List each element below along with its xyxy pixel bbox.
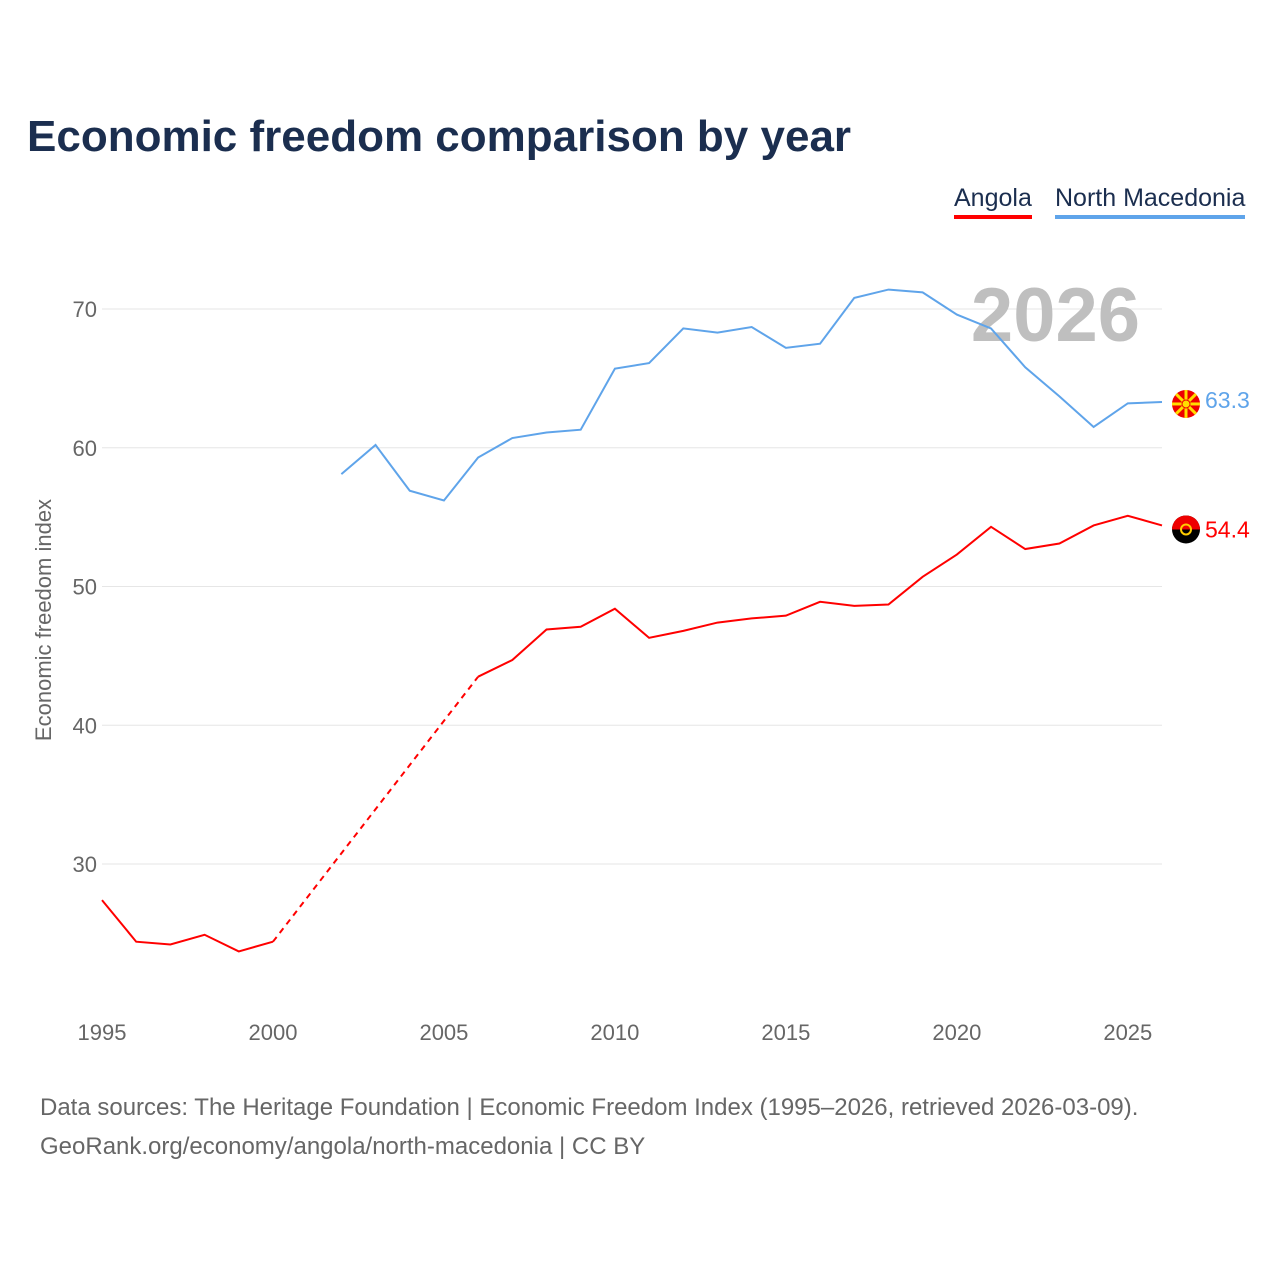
license-line: GeoRank.org/economy/angola/north-macedon…: [40, 1133, 646, 1160]
angola-flag-emblem: [1180, 523, 1192, 536]
legend-angola[interactable]: Angola: [954, 184, 1032, 219]
x-tick-label: 2015: [761, 1020, 810, 1045]
source-line: Data sources: The Heritage Foundation | …: [40, 1094, 1139, 1121]
end-value-label: 54.4: [1205, 516, 1250, 542]
series-gap-line: [272, 676, 479, 943]
year-watermark: 2026: [971, 273, 1140, 358]
footer: Data sources: The Heritage Foundation | …: [40, 1088, 1138, 1166]
chart-title: Economic freedom comparison by year: [27, 112, 852, 161]
end-value-label: 63.3: [1205, 387, 1250, 413]
y-tick-label: 70: [73, 297, 97, 322]
series-line-angola: [477, 514, 1163, 678]
x-tick-label: 2010: [590, 1020, 639, 1045]
angola-flag-red-half: [1172, 515, 1200, 530]
x-tick-label: 1995: [78, 1020, 127, 1045]
y-tick-label: 60: [73, 436, 97, 461]
series-line-north-macedonia: [340, 288, 1163, 502]
x-tick-label: 2025: [1103, 1020, 1152, 1045]
y-tick-label: 30: [73, 852, 97, 877]
x-tick-label: 2020: [932, 1020, 981, 1045]
y-tick-label: 50: [73, 575, 97, 600]
x-tick-label: 2005: [419, 1020, 468, 1045]
flag-sun: [1181, 399, 1191, 409]
y-axis-label: Economic freedom index: [31, 499, 56, 741]
x-tick-label: 2000: [248, 1020, 297, 1045]
series-line-angola: [101, 899, 274, 953]
y-tick-label: 40: [73, 713, 97, 738]
legend-north-macedonia[interactable]: North Macedonia: [1055, 184, 1246, 219]
